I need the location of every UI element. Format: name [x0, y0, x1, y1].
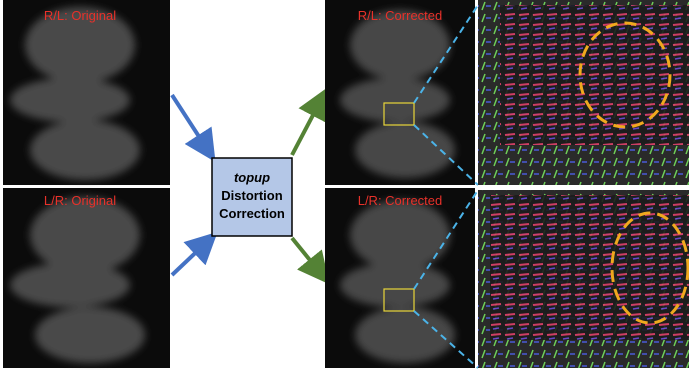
- arrow: [172, 240, 209, 275]
- panel-label: L/R: Original: [44, 193, 116, 208]
- panel-label: R/L: Corrected: [358, 8, 443, 23]
- arrow: [292, 238, 322, 275]
- image-original-lr: [3, 188, 170, 368]
- panel-label: R/L: Original: [44, 8, 116, 23]
- arrow: [172, 95, 209, 152]
- process-line: Correction: [219, 206, 285, 221]
- tool-name: topup: [234, 170, 270, 185]
- process-line: Distortion: [221, 188, 282, 203]
- image-corrected-rl: [325, 0, 475, 185]
- vector-field-lr: [478, 190, 689, 368]
- figure: R/L: Original L/R: Original topup Distor…: [0, 0, 689, 370]
- vector-field-rl: [478, 0, 689, 185]
- image-corrected-lr: [325, 188, 475, 368]
- arrow: [292, 98, 322, 155]
- image-original-rl: [3, 0, 170, 185]
- panel-label: L/R: Corrected: [358, 193, 443, 208]
